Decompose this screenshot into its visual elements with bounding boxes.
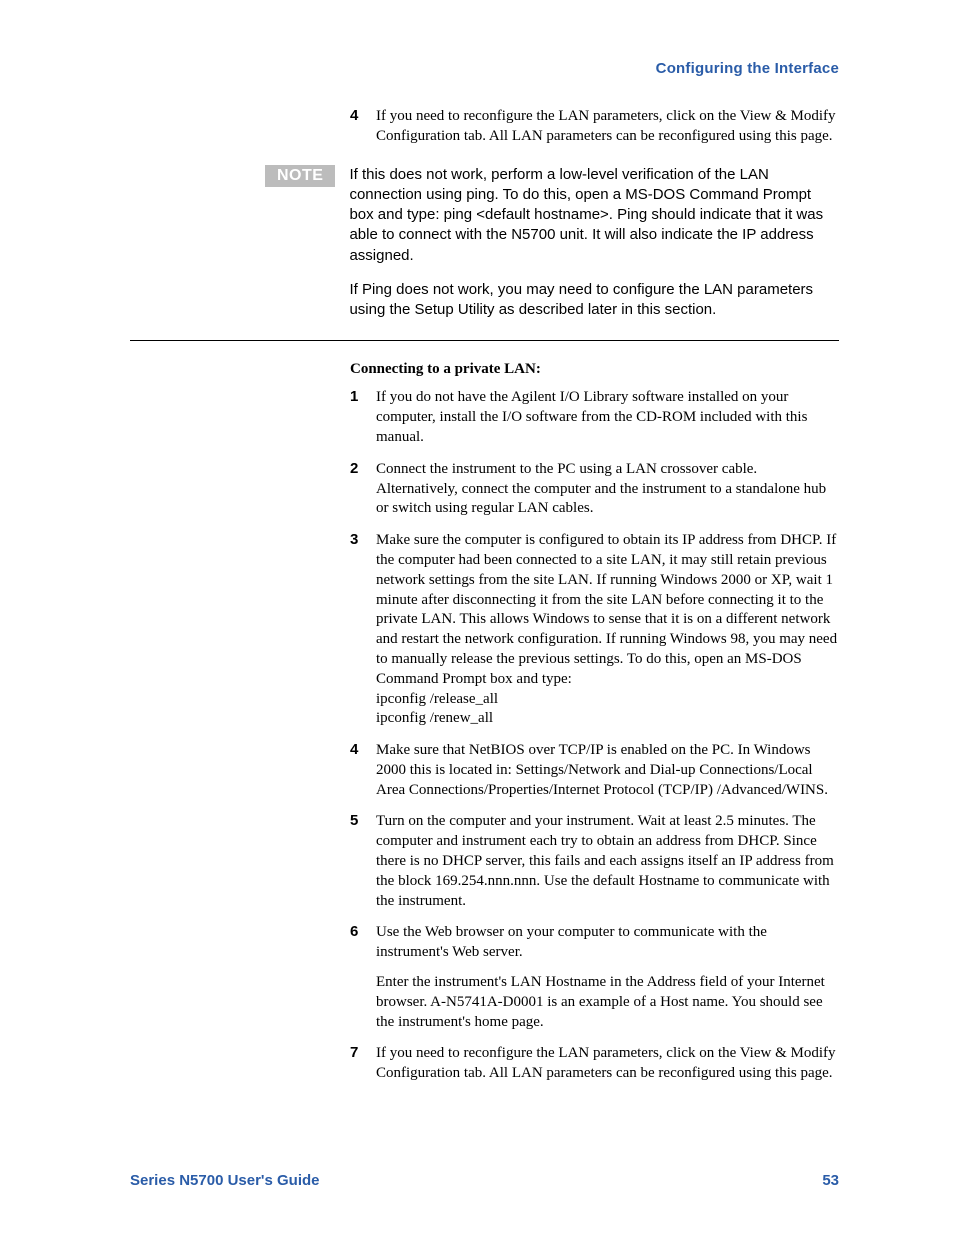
step-number: 3 xyxy=(350,531,376,548)
step-number: 5 xyxy=(350,812,376,829)
footer-page-number: 53 xyxy=(822,1172,839,1189)
running-header: Configuring the Interface xyxy=(130,60,839,77)
step-number: 2 xyxy=(350,460,376,477)
step-number: 4 xyxy=(350,107,376,124)
note-badge: NOTE xyxy=(265,165,335,187)
top-steps: 4 If you need to reconfigure the LAN par… xyxy=(350,107,839,147)
section-private-lan: Connecting to a private LAN: 1 If you do… xyxy=(350,361,839,1084)
step-row: 5 Turn on the computer and your instrume… xyxy=(350,812,839,911)
note-body: If this does not work, perform a low-lev… xyxy=(349,165,839,321)
step-text-main: Use the Web browser on your computer to … xyxy=(376,924,767,960)
step-text: Connect the instrument to the PC using a… xyxy=(376,460,839,519)
step-text: If you need to reconfigure the LAN param… xyxy=(376,1044,839,1084)
step-number: 4 xyxy=(350,741,376,758)
note-paragraph: If this does not work, perform a low-lev… xyxy=(349,165,839,266)
step-text: Use the Web browser on your computer to … xyxy=(376,923,839,1032)
step-row: 4 Make sure that NetBIOS over TCP/IP is … xyxy=(350,741,839,800)
note-paragraph: If Ping does not work, you may need to c… xyxy=(349,280,839,321)
step-number: 6 xyxy=(350,923,376,940)
step-row: 2 Connect the instrument to the PC using… xyxy=(350,460,839,519)
section-title: Connecting to a private LAN: xyxy=(350,361,839,378)
step-number: 1 xyxy=(350,388,376,405)
step-text: Make sure that NetBIOS over TCP/IP is en… xyxy=(376,741,839,800)
step-number: 7 xyxy=(350,1044,376,1061)
step-row: 3 Make sure the computer is configured t… xyxy=(350,531,839,729)
step-text: If you do not have the Agilent I/O Libra… xyxy=(376,388,839,447)
step-row: 6 Use the Web browser on your computer t… xyxy=(350,923,839,1032)
note-block: NOTE If this does not work, perform a lo… xyxy=(130,165,839,321)
step-row: 4 If you need to reconfigure the LAN par… xyxy=(350,107,839,147)
step-text: Turn on the computer and your instrument… xyxy=(376,812,839,911)
step-row: 7 If you need to reconfigure the LAN par… xyxy=(350,1044,839,1084)
document-page: Configuring the Interface 4 If you need … xyxy=(0,0,954,1235)
divider xyxy=(130,340,839,341)
step-text: Make sure the computer is configured to … xyxy=(376,531,839,729)
step-subparagraph: Enter the instrument's LAN Hostname in t… xyxy=(376,973,839,1032)
footer-left: Series N5700 User's Guide xyxy=(130,1172,320,1189)
step-text: If you need to reconfigure the LAN param… xyxy=(376,107,839,147)
page-footer: Series N5700 User's Guide 53 xyxy=(130,1172,839,1189)
step-row: 1 If you do not have the Agilent I/O Lib… xyxy=(350,388,839,447)
